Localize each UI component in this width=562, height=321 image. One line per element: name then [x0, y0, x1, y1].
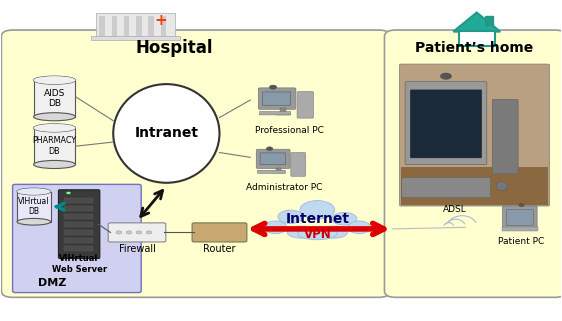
- Bar: [64, 230, 93, 235]
- Ellipse shape: [34, 124, 75, 132]
- Bar: [91, 36, 180, 39]
- Bar: [136, 16, 142, 36]
- Circle shape: [116, 231, 121, 234]
- FancyBboxPatch shape: [405, 82, 487, 165]
- FancyBboxPatch shape: [259, 88, 296, 109]
- Text: Router: Router: [203, 244, 235, 254]
- Text: Hospital: Hospital: [136, 39, 214, 56]
- FancyBboxPatch shape: [108, 223, 166, 242]
- Ellipse shape: [17, 188, 51, 195]
- Bar: [64, 238, 93, 243]
- Ellipse shape: [34, 76, 75, 84]
- Bar: [124, 16, 129, 36]
- Ellipse shape: [287, 226, 314, 238]
- Text: DMZ: DMZ: [38, 278, 66, 288]
- Bar: [64, 198, 93, 204]
- FancyBboxPatch shape: [257, 170, 285, 173]
- Bar: [280, 108, 286, 113]
- Bar: [148, 16, 154, 36]
- Text: Professional PC: Professional PC: [255, 126, 324, 135]
- FancyBboxPatch shape: [262, 92, 291, 105]
- Text: AIDS
DB: AIDS DB: [44, 89, 65, 108]
- FancyBboxPatch shape: [34, 80, 75, 117]
- Bar: [502, 227, 538, 231]
- Circle shape: [66, 192, 71, 194]
- FancyBboxPatch shape: [502, 206, 537, 228]
- Text: PHARMACY
DB: PHARMACY DB: [33, 136, 76, 156]
- Ellipse shape: [113, 84, 220, 183]
- Text: +: +: [155, 13, 167, 28]
- Ellipse shape: [321, 226, 347, 238]
- Text: Administrator PC: Administrator PC: [246, 183, 322, 192]
- Ellipse shape: [34, 160, 75, 169]
- FancyBboxPatch shape: [1, 30, 390, 297]
- Ellipse shape: [34, 113, 75, 121]
- Circle shape: [519, 204, 524, 207]
- Ellipse shape: [264, 221, 287, 234]
- Ellipse shape: [300, 201, 335, 219]
- Text: VPN: VPN: [303, 228, 331, 241]
- FancyBboxPatch shape: [402, 178, 491, 198]
- FancyBboxPatch shape: [12, 184, 141, 292]
- Bar: [272, 171, 285, 173]
- FancyBboxPatch shape: [260, 111, 291, 115]
- Text: VIHrtual
Web Server: VIHrtual Web Server: [52, 254, 107, 273]
- Bar: [99, 16, 105, 36]
- Bar: [64, 214, 93, 219]
- FancyBboxPatch shape: [58, 190, 100, 258]
- Bar: [161, 16, 166, 36]
- Circle shape: [126, 231, 132, 234]
- Ellipse shape: [298, 228, 337, 240]
- Bar: [276, 113, 290, 115]
- Circle shape: [269, 85, 277, 89]
- Ellipse shape: [332, 213, 357, 225]
- Bar: [485, 16, 493, 25]
- Ellipse shape: [34, 76, 75, 84]
- FancyBboxPatch shape: [260, 153, 285, 165]
- FancyBboxPatch shape: [256, 149, 290, 169]
- Ellipse shape: [34, 124, 75, 132]
- FancyBboxPatch shape: [17, 192, 51, 222]
- Ellipse shape: [278, 210, 303, 223]
- Bar: [276, 168, 281, 171]
- Ellipse shape: [496, 181, 507, 191]
- Bar: [97, 13, 175, 38]
- Text: Patient’s home: Patient’s home: [415, 40, 533, 55]
- Bar: [459, 31, 495, 46]
- Bar: [401, 167, 548, 205]
- Circle shape: [136, 231, 142, 234]
- FancyBboxPatch shape: [506, 210, 533, 225]
- Text: Patient PC: Patient PC: [498, 237, 545, 246]
- Text: Internet: Internet: [285, 213, 350, 226]
- Bar: [64, 222, 93, 227]
- Bar: [111, 16, 117, 36]
- Circle shape: [146, 231, 152, 234]
- FancyBboxPatch shape: [291, 152, 306, 176]
- FancyBboxPatch shape: [410, 90, 482, 158]
- FancyBboxPatch shape: [384, 30, 562, 297]
- Bar: [64, 206, 93, 212]
- Text: ADSL: ADSL: [442, 205, 466, 214]
- FancyBboxPatch shape: [34, 128, 75, 164]
- Ellipse shape: [17, 188, 51, 195]
- Polygon shape: [453, 13, 500, 32]
- Bar: [64, 246, 93, 251]
- FancyBboxPatch shape: [297, 91, 314, 118]
- FancyBboxPatch shape: [192, 223, 247, 242]
- FancyBboxPatch shape: [492, 100, 518, 174]
- Ellipse shape: [17, 218, 51, 225]
- Circle shape: [441, 73, 451, 79]
- Text: Firewall: Firewall: [119, 244, 156, 254]
- Text: VIHrtual
DB: VIHrtual DB: [18, 197, 49, 216]
- Circle shape: [266, 147, 273, 151]
- Ellipse shape: [348, 221, 370, 234]
- Text: Intranet: Intranet: [134, 126, 198, 141]
- FancyBboxPatch shape: [400, 64, 550, 206]
